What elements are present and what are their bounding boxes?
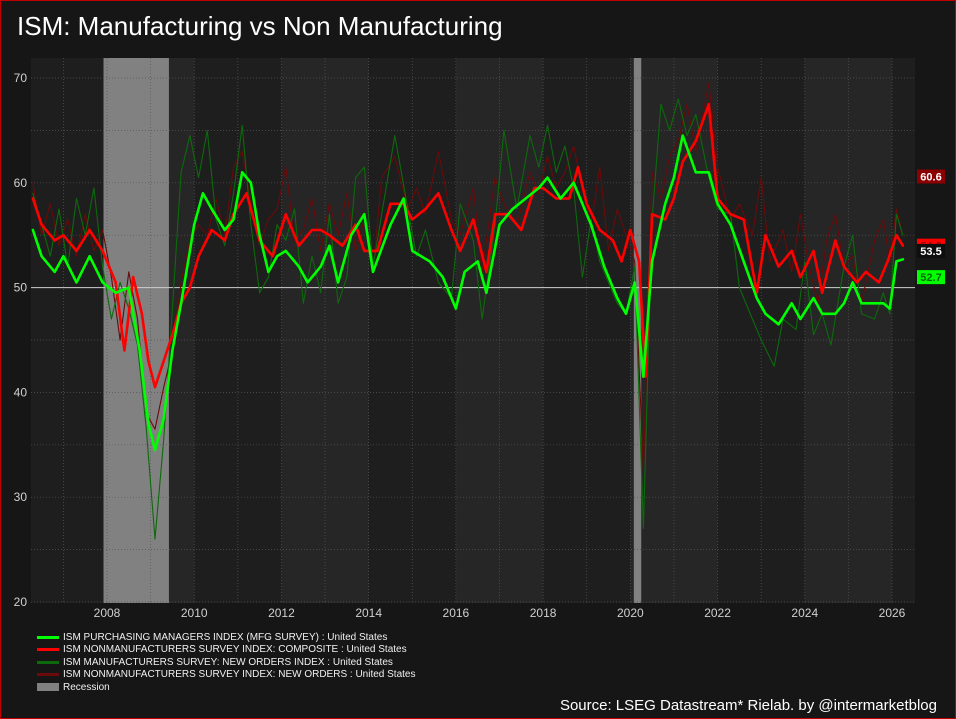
end-label-box-3 xyxy=(917,270,945,285)
end-label-box-2 xyxy=(917,243,945,258)
legend: ISM PURCHASING MANAGERS INDEX (MFG SURVE… xyxy=(37,631,415,694)
legend-label: Recession xyxy=(63,681,110,693)
end-label-text-0: 60.6 xyxy=(920,172,941,184)
chart-title: ISM: Manufacturing vs Non Manufacturing xyxy=(17,11,503,41)
x-tick-label: 2008 xyxy=(94,606,121,620)
series-line-2 xyxy=(32,98,904,540)
legend-swatch xyxy=(37,635,59,639)
y-tick-label: 60 xyxy=(14,176,28,190)
x-tick-label: 2014 xyxy=(355,606,382,620)
y-tick-label: 20 xyxy=(14,595,28,609)
legend-item: ISM PURCHASING MANAGERS INDEX (MFG SURVE… xyxy=(37,631,415,644)
series-line-3 xyxy=(32,82,904,472)
y-tick-label: 30 xyxy=(14,490,28,504)
end-label-text-2: 53.5 xyxy=(920,246,941,258)
legend-item: ISM NONMANUFACTURERS SURVEY INDEX: NEW O… xyxy=(37,669,415,682)
x-tick-label: 2022 xyxy=(704,606,731,620)
x-tick-label: 2012 xyxy=(268,606,295,620)
x-tick-label: 2024 xyxy=(791,606,818,620)
end-label-text-3: 52.7 xyxy=(920,272,941,284)
y-tick-label: 70 xyxy=(14,71,28,85)
x-tick-label: 2010 xyxy=(181,606,208,620)
series-line-0 xyxy=(31,134,905,452)
legend-item: ISM NONMANUFACTURERS SURVEY INDEX: COMPO… xyxy=(37,644,415,657)
y-tick-label: 40 xyxy=(14,385,28,399)
series-line-1 xyxy=(31,102,905,389)
x-tick-label: 2018 xyxy=(530,606,557,620)
x-tick-label: 2026 xyxy=(879,606,906,620)
x-tick-label: 2020 xyxy=(617,606,644,620)
legend-swatch xyxy=(37,660,59,664)
x-tick-label: 2016 xyxy=(443,606,470,620)
legend-item: ISM MANUFACTURERS SURVEY: NEW ORDERS IND… xyxy=(37,656,415,669)
legend-label: ISM MANUFACTURERS SURVEY: NEW ORDERS IND… xyxy=(63,656,393,668)
legend-label: ISM NONMANUFACTURERS SURVEY INDEX: NEW O… xyxy=(63,669,416,681)
legend-swatch xyxy=(37,648,59,652)
legend-label: ISM PURCHASING MANAGERS INDEX (MFG SURVE… xyxy=(63,631,388,643)
source-note: Source: LSEG Datastream* Rielab. by @int… xyxy=(559,697,937,714)
y-tick-label: 50 xyxy=(14,281,28,295)
legend-swatch xyxy=(37,683,59,692)
legend-label: ISM NONMANUFACTURERS SURVEY INDEX: COMPO… xyxy=(63,644,407,656)
legend-item: Recession xyxy=(37,681,415,694)
legend-swatch xyxy=(37,673,59,677)
end-label-box-0 xyxy=(917,169,945,184)
